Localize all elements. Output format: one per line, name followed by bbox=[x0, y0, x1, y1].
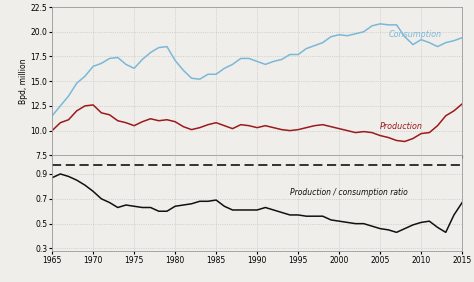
Text: Production: Production bbox=[380, 122, 423, 131]
Y-axis label: Bpd, million: Bpd, million bbox=[18, 58, 27, 104]
Text: Consumption: Consumption bbox=[388, 30, 441, 39]
Text: Production / consumption ratio: Production / consumption ratio bbox=[290, 188, 408, 197]
